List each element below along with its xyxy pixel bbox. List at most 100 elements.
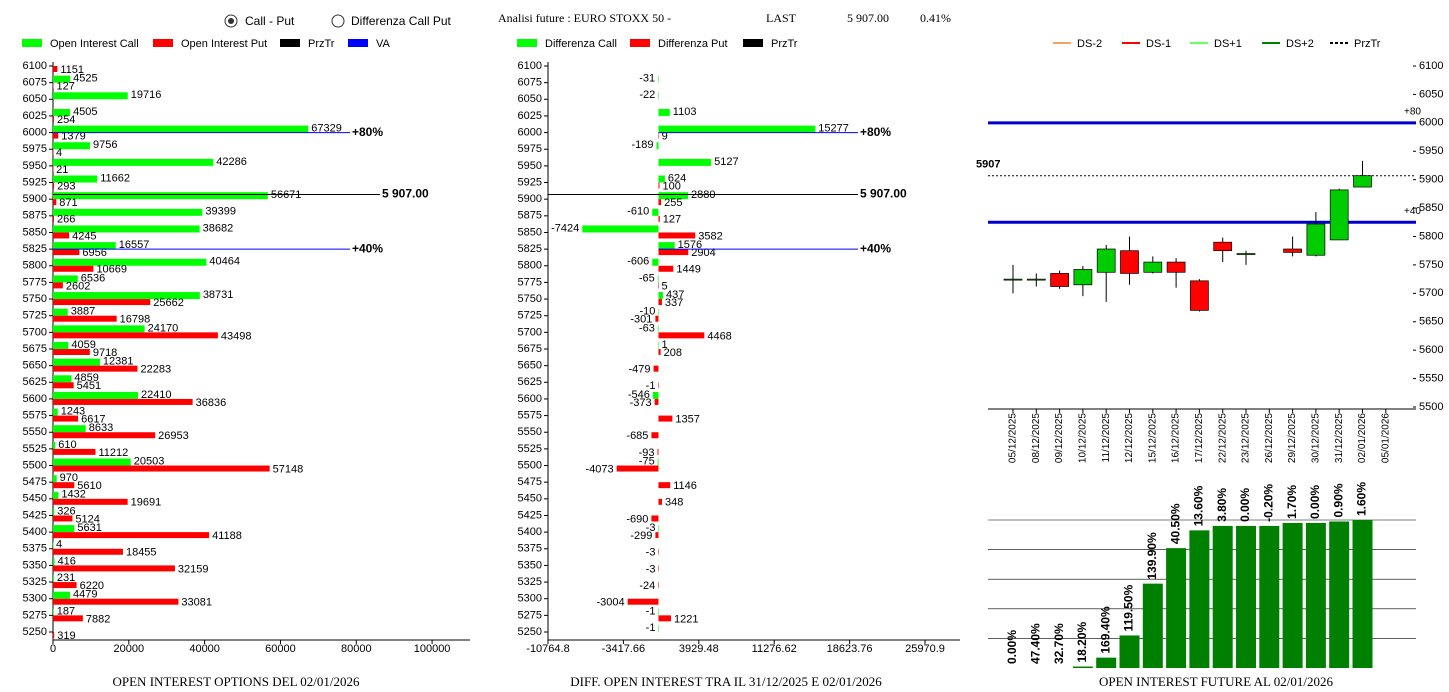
x-tick-label: 30/12/2025 — [1311, 413, 1322, 463]
bar — [652, 258, 659, 266]
y-tick-label: 5775 — [518, 276, 542, 288]
bar — [53, 215, 55, 222]
legend-swatch — [517, 39, 537, 47]
bar — [53, 558, 55, 566]
y-tick-label: 6000 — [518, 126, 542, 138]
x-tick-label: -10764.8 — [526, 643, 569, 655]
value-label: 970 — [60, 472, 78, 484]
x-tick-label: 16/12/2025 — [1171, 413, 1182, 463]
value-label: 16557 — [119, 239, 150, 251]
bar — [53, 142, 90, 150]
x-tick-label: 10/12/2025 — [1078, 413, 1089, 463]
value-label: 6220 — [80, 580, 104, 592]
bar — [53, 358, 100, 366]
y-tick-label: 5850 — [1419, 202, 1443, 214]
value-label: 24170 — [148, 322, 179, 334]
y-tick-label: 5425 — [518, 509, 542, 521]
x-tick-label: 60000 — [265, 643, 296, 655]
x-tick-label: 20000 — [114, 643, 145, 655]
y-tick-label: 5400 — [518, 526, 542, 538]
x-tick-label: 26/12/2025 — [1264, 413, 1275, 463]
bar — [53, 342, 69, 349]
value-label: 5124 — [75, 513, 99, 525]
bar — [53, 441, 56, 449]
y-tick-label: 5800 — [518, 260, 542, 272]
y-tick-label: 5600 — [518, 393, 542, 405]
y-tick-label: 5550 — [23, 426, 47, 438]
bar-annotation: 119.50% — [1122, 584, 1136, 631]
value-label: 1432 — [61, 489, 85, 501]
bar — [53, 532, 210, 539]
radio-label[interactable]: Call - Put — [245, 14, 295, 28]
value-label: 43498 — [221, 330, 252, 342]
legend-label: Differenza Call — [545, 38, 617, 50]
bar — [53, 66, 58, 72]
legend-swatch — [22, 39, 42, 47]
x-tick-label: 18623.76 — [827, 643, 873, 655]
bar — [658, 92, 659, 100]
bar — [53, 349, 90, 355]
bar — [53, 375, 72, 383]
value-label: 18455 — [126, 547, 157, 559]
legend-label: DS-2 — [1077, 38, 1102, 50]
last-price: 5 907.00 — [847, 11, 889, 25]
value-label: 5 — [662, 280, 668, 292]
x-tick-label: 0 — [50, 643, 56, 655]
bar — [658, 382, 659, 389]
bar — [53, 565, 175, 572]
candle-body — [1003, 278, 1023, 281]
y-tick-label: 5725 — [518, 310, 542, 322]
value-label: 11662 — [100, 172, 130, 184]
bar-annotation: 32.70% — [1052, 623, 1066, 664]
value-label: -690 — [626, 513, 648, 525]
bar — [53, 315, 117, 322]
value-label: 38682 — [203, 222, 234, 234]
y-tick-label: 5500 — [518, 459, 542, 471]
value-label: 33081 — [181, 597, 212, 609]
y-tick-label: 5250 — [518, 626, 542, 638]
value-label: 67329 — [311, 122, 342, 134]
y-tick-label: 5875 — [518, 210, 542, 222]
bar — [658, 299, 662, 306]
y-tick-label: 5475 — [23, 476, 47, 488]
x-tick-label: 3929.48 — [679, 643, 719, 655]
bar — [658, 525, 659, 533]
bar — [657, 275, 659, 283]
bar — [1096, 657, 1117, 668]
value-label: -31 — [639, 73, 655, 85]
value-label: 20503 — [134, 455, 165, 467]
bar — [53, 275, 78, 283]
value-label: 293 — [57, 180, 75, 192]
bar — [1329, 521, 1350, 668]
radio-label[interactable]: Differenza Call Put — [351, 14, 451, 28]
value-label: 22410 — [141, 389, 172, 401]
bar — [1119, 635, 1140, 668]
change: 0.41% — [920, 11, 951, 25]
value-label: 416 — [58, 555, 76, 567]
value-label: 1357 — [675, 413, 699, 425]
level-label: +80 — [1404, 106, 1421, 117]
bar — [658, 199, 662, 206]
value-label: 231 — [57, 572, 75, 584]
bar — [658, 282, 659, 289]
radio-button[interactable] — [331, 14, 345, 28]
bar — [53, 249, 80, 256]
value-label: 32159 — [178, 563, 209, 575]
value-label: 127 — [56, 81, 74, 93]
candle-body — [1026, 278, 1046, 281]
value-label: 10669 — [96, 264, 127, 276]
y-tick-label: 5925 — [518, 176, 542, 188]
value-label: 610 — [58, 439, 76, 451]
x-tick-label: 05/01/2026 — [1380, 413, 1391, 463]
value-label: 337 — [665, 297, 683, 309]
bar — [616, 465, 659, 472]
value-label: 4 — [56, 147, 62, 159]
bar-annotation: 3.80% — [1215, 488, 1229, 522]
legend-swatch — [743, 39, 763, 47]
y-tick-label: 5700 — [518, 326, 542, 338]
y-tick-label: 6000 — [23, 126, 47, 138]
bar — [53, 165, 54, 172]
y-tick-label: 5850 — [518, 226, 542, 238]
candle-body — [1353, 175, 1372, 188]
